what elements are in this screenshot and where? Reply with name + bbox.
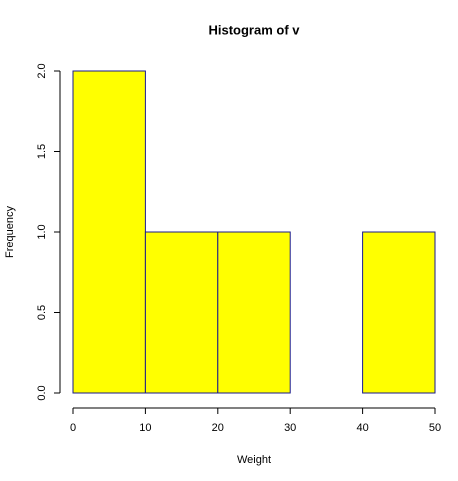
y-tick-label: 1.5	[36, 144, 48, 159]
y-axis-label: Frequency	[4, 206, 16, 258]
bar	[72, 70, 146, 394]
y-tick-label: 1.0	[36, 224, 48, 239]
x-tick-label: 10	[139, 422, 151, 434]
y-tick-label: 0.0	[36, 385, 48, 400]
bar	[217, 231, 291, 394]
bar	[362, 231, 436, 394]
y-tick-label: 0.5	[36, 305, 48, 320]
y-tick-label: 2.0	[36, 63, 48, 78]
bar	[144, 231, 219, 394]
x-axis-label: Weight	[237, 454, 271, 466]
x-tick-label: 30	[284, 422, 296, 434]
x-tick-label: 0	[70, 422, 76, 434]
chart-title: Histogram of v	[208, 22, 300, 37]
x-tick-label: 40	[356, 422, 368, 434]
x-tick-label: 20	[212, 422, 224, 434]
x-tick-label: 50	[429, 422, 441, 434]
